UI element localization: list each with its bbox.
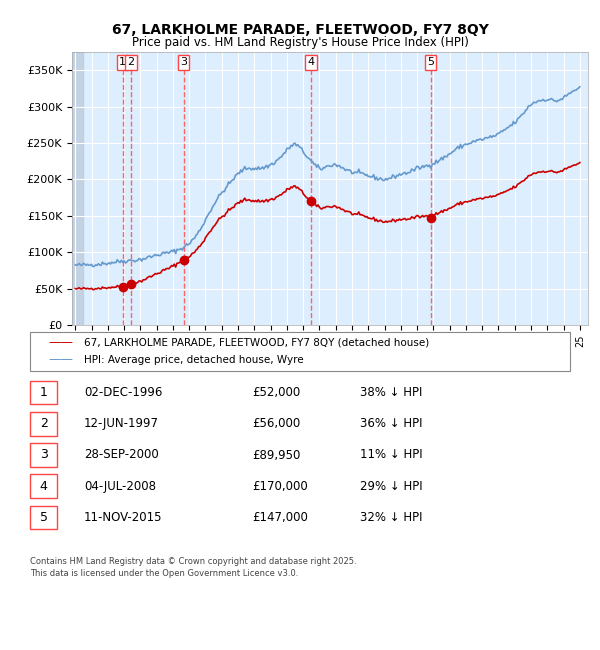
Text: 1: 1 [40,386,48,399]
Text: 5: 5 [40,511,48,524]
Text: 3: 3 [180,57,187,68]
Text: 28-SEP-2000: 28-SEP-2000 [84,448,159,461]
Text: 4: 4 [40,480,48,493]
Text: 1: 1 [119,57,126,68]
Text: 36% ↓ HPI: 36% ↓ HPI [360,417,422,430]
Text: 11% ↓ HPI: 11% ↓ HPI [360,448,422,461]
Text: This data is licensed under the Open Government Licence v3.0.: This data is licensed under the Open Gov… [30,569,298,578]
Text: 12-JUN-1997: 12-JUN-1997 [84,417,159,430]
Text: 5: 5 [427,57,434,68]
Text: 38% ↓ HPI: 38% ↓ HPI [360,386,422,399]
Text: 11-NOV-2015: 11-NOV-2015 [84,511,163,524]
Text: ——: —— [48,336,73,349]
Text: 3: 3 [40,448,48,461]
Text: £147,000: £147,000 [252,511,308,524]
Text: HPI: Average price, detached house, Wyre: HPI: Average price, detached house, Wyre [84,355,304,365]
Text: 04-JUL-2008: 04-JUL-2008 [84,480,156,493]
Bar [72,52,83,325]
Text: £89,950: £89,950 [252,448,301,461]
Text: £170,000: £170,000 [252,480,308,493]
Text: 67, LARKHOLME PARADE, FLEETWOOD, FY7 8QY: 67, LARKHOLME PARADE, FLEETWOOD, FY7 8QY [112,23,488,37]
Text: 02-DEC-1996: 02-DEC-1996 [84,386,163,399]
Text: 67, LARKHOLME PARADE, FLEETWOOD, FY7 8QY (detached house): 67, LARKHOLME PARADE, FLEETWOOD, FY7 8QY… [84,337,429,347]
Text: 2: 2 [40,417,48,430]
Text: 4: 4 [308,57,315,68]
Text: 32% ↓ HPI: 32% ↓ HPI [360,511,422,524]
Text: ——: —— [48,353,73,366]
Text: 2: 2 [127,57,134,68]
Text: 29% ↓ HPI: 29% ↓ HPI [360,480,422,493]
Text: £52,000: £52,000 [252,386,300,399]
Text: Contains HM Land Registry data © Crown copyright and database right 2025.: Contains HM Land Registry data © Crown c… [30,556,356,566]
Text: £56,000: £56,000 [252,417,300,430]
Text: Price paid vs. HM Land Registry's House Price Index (HPI): Price paid vs. HM Land Registry's House … [131,36,469,49]
